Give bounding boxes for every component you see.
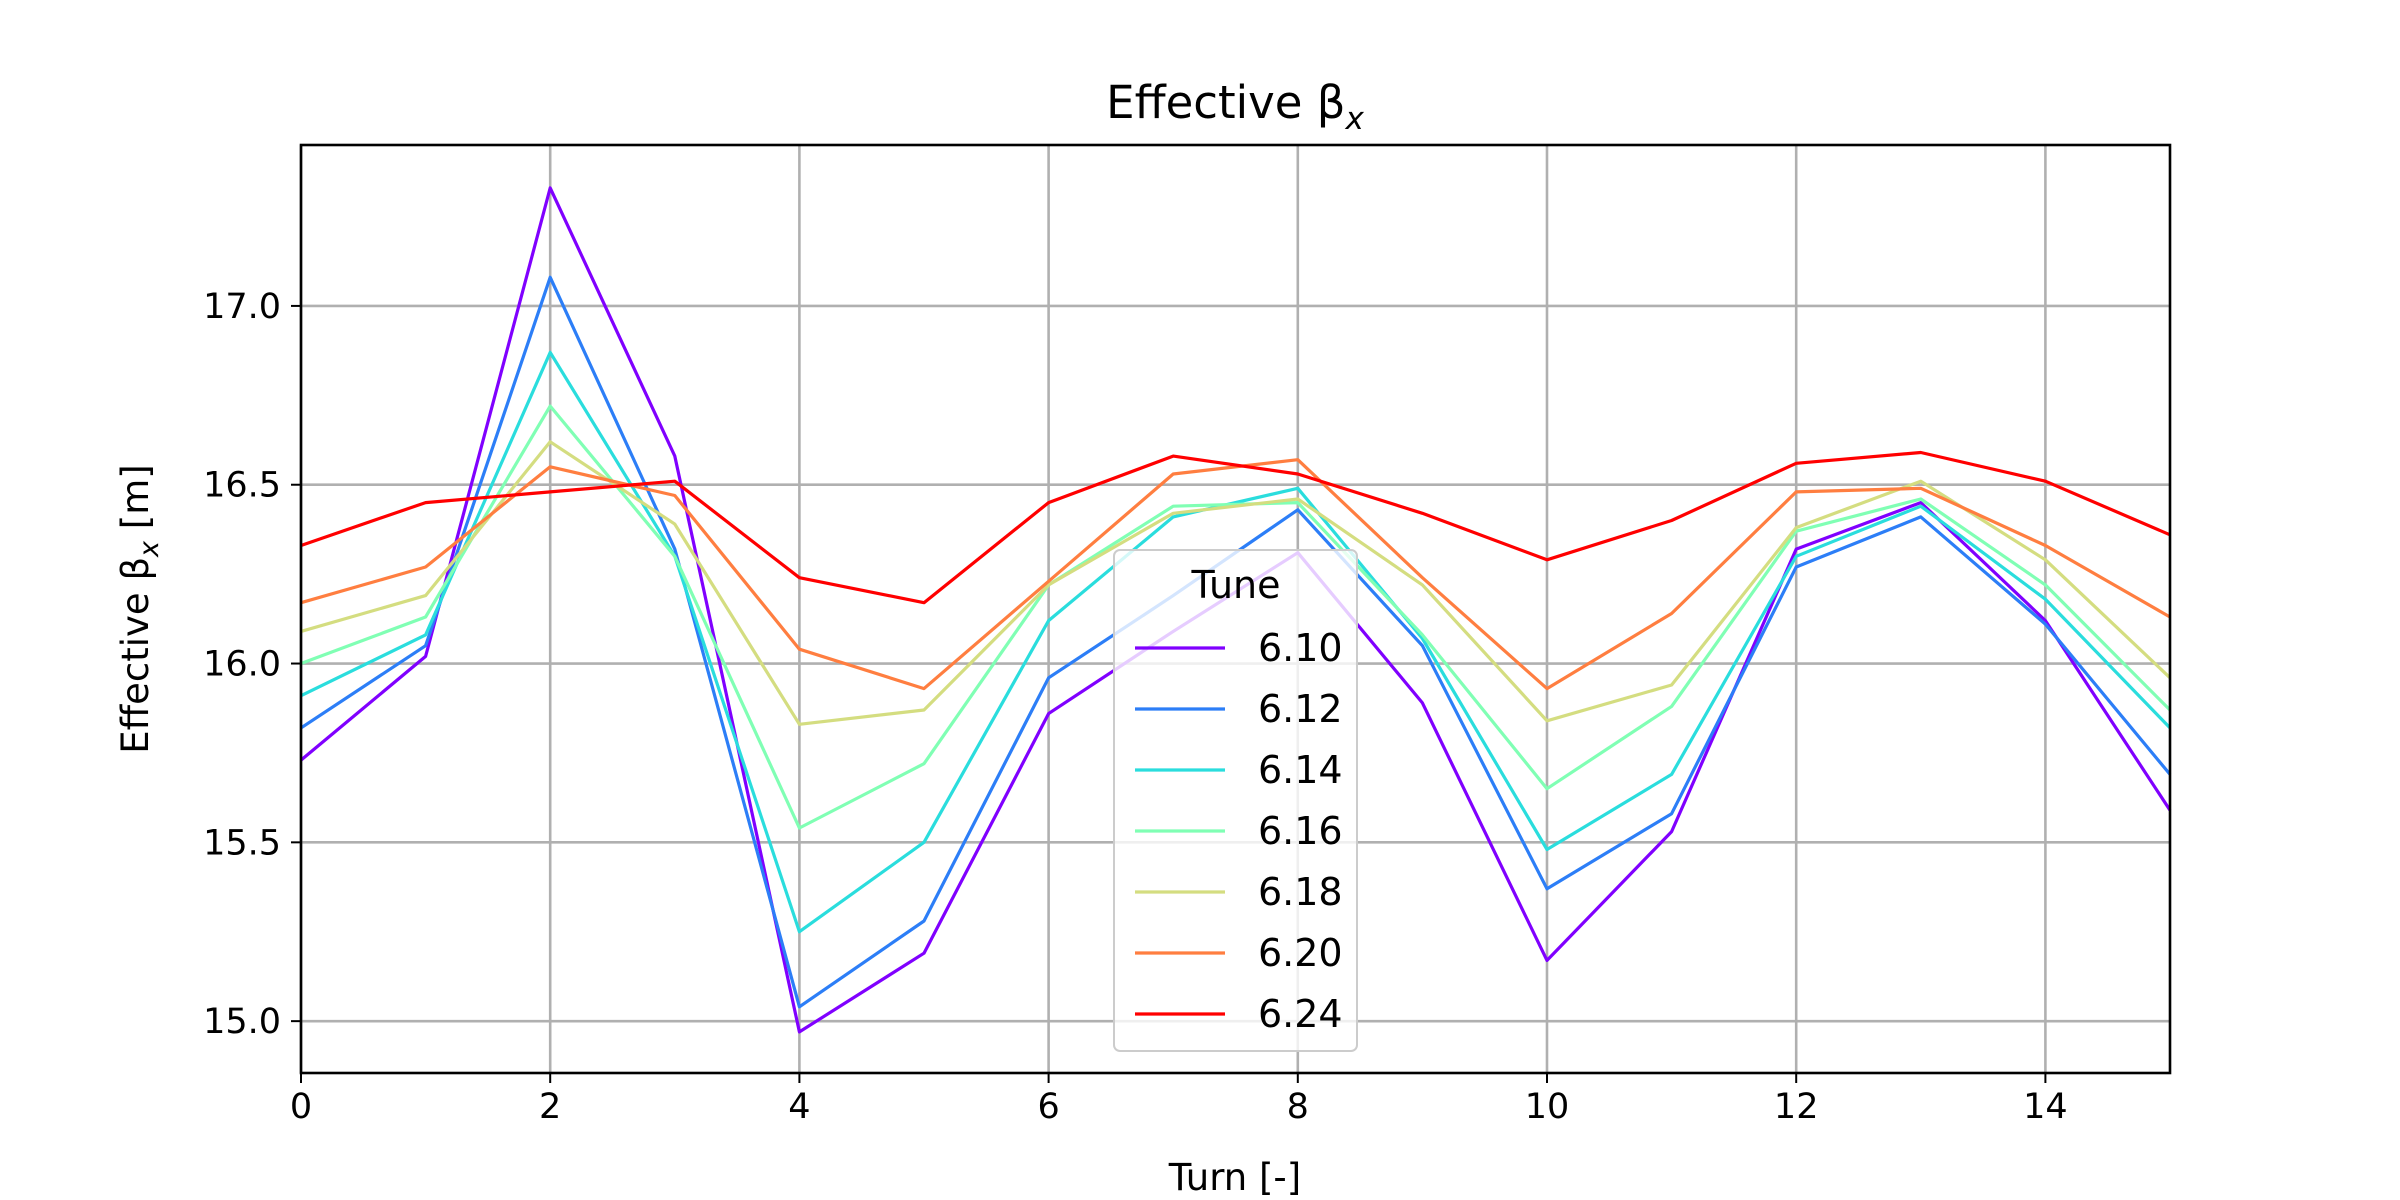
legend-box <box>1113 549 1358 1052</box>
legend-label: 6.20 <box>1258 931 1343 975</box>
legend: Tune 6.10 6.12 6.14 6.16 6.18 6.20 6.24 <box>1113 549 1358 1052</box>
x-tick-label: 2 <box>539 1087 561 1127</box>
x-tick-label: 10 <box>1525 1087 1570 1127</box>
x-tick-label: 12 <box>1774 1087 1819 1127</box>
y-axis-label: Effective βx [m] <box>114 464 165 753</box>
x-axis-label: Turn [-] <box>1168 1156 1301 1199</box>
legend-label: 6.10 <box>1258 626 1343 670</box>
x-tick-label: 4 <box>788 1087 810 1127</box>
chart-title: Effective βx <box>1106 76 1364 137</box>
legend-label: 6.14 <box>1258 748 1343 792</box>
legend-entries: 6.10 6.12 6.14 6.16 6.18 6.20 6.24 <box>1135 626 1343 1036</box>
legend-label: 6.24 <box>1258 992 1343 1036</box>
y-tick-label: 16.0 <box>203 645 281 685</box>
x-tick-label: 14 <box>2023 1087 2068 1127</box>
series-line-6-20 <box>300 458 2171 691</box>
legend-title: Tune <box>1191 563 1281 607</box>
series-line-6-24 <box>300 450 2171 605</box>
y-tick-label: 15.5 <box>203 823 281 863</box>
series-line-6-14 <box>300 350 2172 934</box>
axis-ticks: 0 2 4 6 8 10 12 14 15.0 15.5 16.0 16.5 17.0 <box>203 287 2068 1127</box>
legend-label: 6.18 <box>1258 870 1343 914</box>
y-tick-label: 15.0 <box>203 1002 281 1042</box>
x-tick-label: 0 <box>290 1087 312 1127</box>
x-tick-label: 6 <box>1037 1087 1059 1127</box>
x-tick-label: 8 <box>1287 1087 1309 1127</box>
y-tick-label: 17.0 <box>203 287 281 327</box>
legend-label: 6.16 <box>1258 809 1343 853</box>
plot-frame <box>299 143 2172 1075</box>
y-tick-label: 16.5 <box>203 466 281 506</box>
series-line-6-18 <box>300 440 2172 726</box>
legend-label: 6.12 <box>1258 687 1343 731</box>
